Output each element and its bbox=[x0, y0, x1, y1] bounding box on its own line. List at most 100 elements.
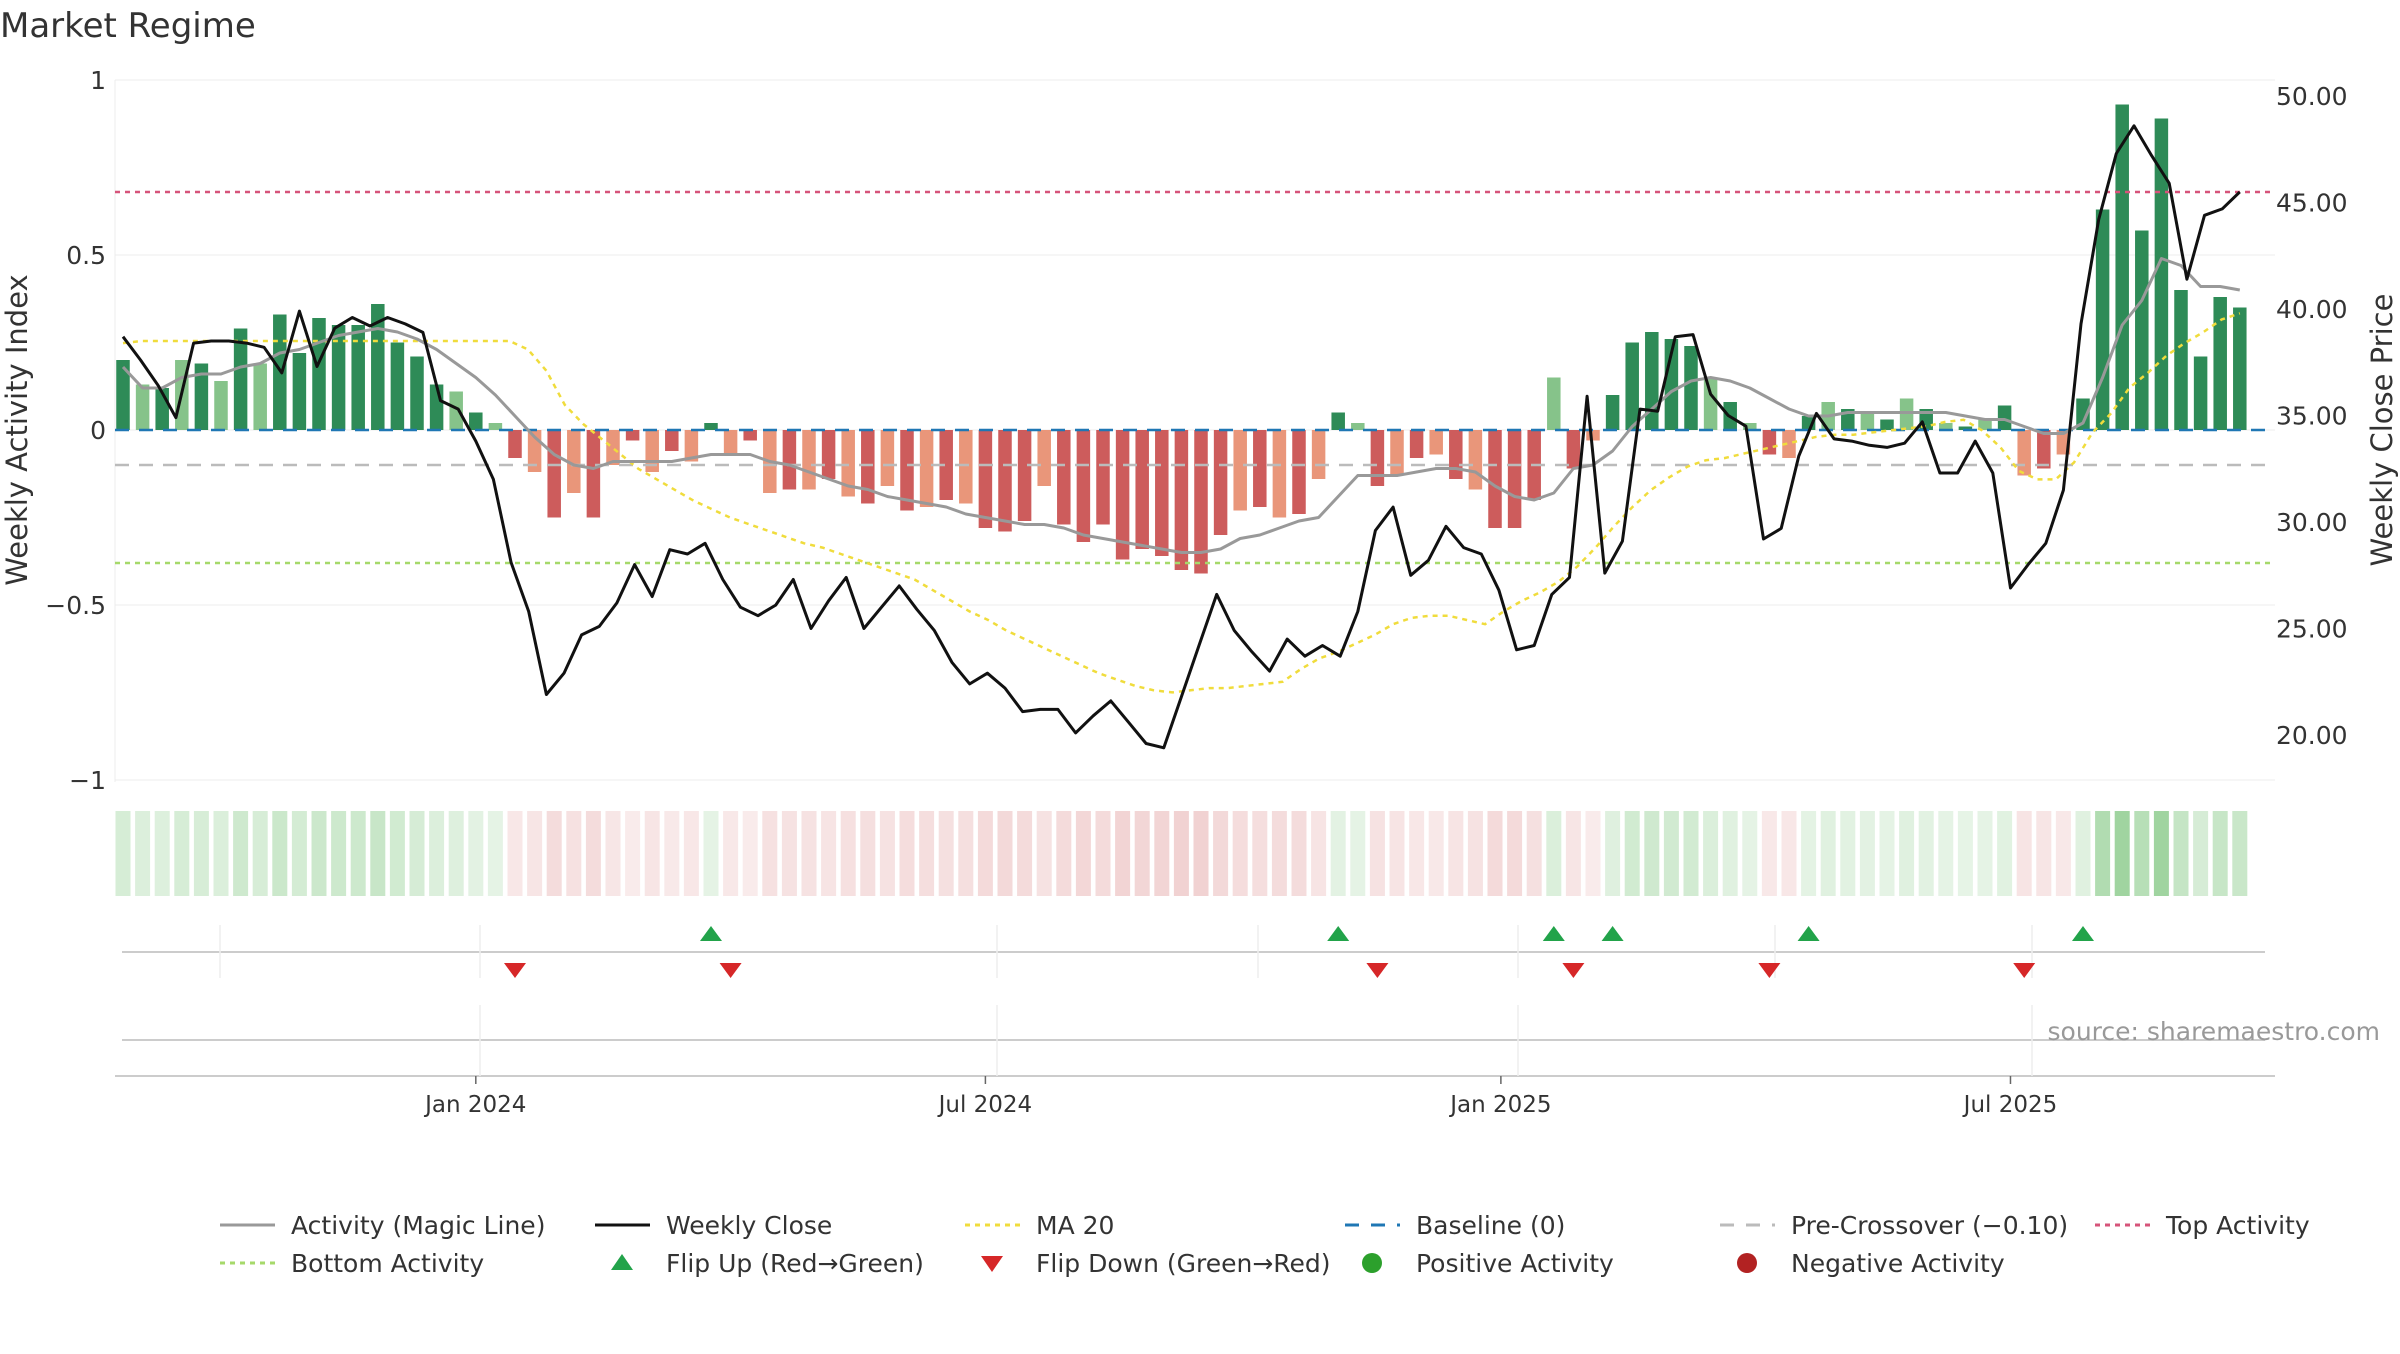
activity-bar bbox=[2095, 209, 2110, 430]
activity-bar bbox=[959, 430, 973, 504]
activity-bar bbox=[1390, 430, 1404, 476]
heat-strip-cell bbox=[723, 811, 739, 896]
heat-strip-cell bbox=[1350, 811, 1366, 896]
heat-strip-cell bbox=[174, 811, 190, 896]
heat-strip-cell bbox=[1487, 811, 1503, 896]
y-right-tick-label: 35.00 bbox=[2276, 402, 2348, 431]
heat-strip-cell bbox=[1585, 811, 1601, 896]
activity-bar bbox=[1115, 430, 1130, 560]
heat-strip-cell bbox=[1193, 811, 1209, 896]
flip-up-marker bbox=[1601, 926, 1624, 941]
heat-strip-cell bbox=[2173, 811, 2189, 896]
heat-strip-cell bbox=[291, 811, 307, 896]
heat-strip-cell bbox=[1213, 811, 1229, 896]
legend-label: Top Activity bbox=[2165, 1211, 2310, 1240]
x-tick-label: Jul 2024 bbox=[937, 1092, 1033, 1118]
activity-bar bbox=[684, 430, 699, 462]
heat-strip-cell bbox=[468, 811, 484, 896]
heat-strip-cell bbox=[1840, 811, 1856, 896]
heat-strip-cell bbox=[1448, 811, 1464, 896]
activity-bar bbox=[253, 363, 267, 430]
activity-bar bbox=[1703, 377, 1718, 430]
heat-strip-cell bbox=[1409, 811, 1425, 896]
activity-bar bbox=[194, 363, 209, 430]
heat-strip-cell bbox=[1997, 811, 2013, 896]
activity-bar bbox=[625, 430, 640, 441]
heat-strip-cell bbox=[1624, 811, 1640, 896]
activity-bar bbox=[939, 430, 953, 500]
activity-bar bbox=[2076, 398, 2090, 430]
heat-strip-cell bbox=[742, 811, 758, 896]
heat-strip-cell bbox=[1271, 811, 1287, 896]
heat-strip-cell bbox=[1526, 811, 1542, 896]
activity-bar bbox=[2213, 297, 2227, 430]
heat-strip-cell bbox=[2095, 811, 2111, 896]
heat-strip-cell bbox=[233, 811, 249, 896]
ma20-line bbox=[122, 312, 2241, 694]
activity-bar bbox=[919, 430, 934, 507]
chart-title: Market Regime bbox=[0, 6, 256, 46]
heat-strip-cell bbox=[938, 811, 954, 896]
activity-bar bbox=[312, 318, 326, 430]
heat-strip-cell bbox=[2232, 811, 2248, 896]
heat-strip-cell bbox=[1232, 811, 1248, 896]
activity-bar bbox=[1272, 430, 1287, 518]
heat-strip-cell bbox=[762, 811, 778, 896]
heat-strip-cell bbox=[1389, 811, 1405, 896]
activity-bar bbox=[1370, 430, 1385, 486]
activity-bar bbox=[861, 430, 875, 504]
activity-bar bbox=[978, 430, 993, 528]
heat-strip-cell bbox=[2036, 811, 2052, 896]
activity-bar bbox=[821, 430, 836, 479]
y-axis-label-right: Weekly Close Price bbox=[2365, 294, 2399, 567]
heat-strip-cell bbox=[1938, 811, 1954, 896]
heat-strip-cell bbox=[135, 811, 151, 896]
heat-strip-cell bbox=[1820, 811, 1836, 896]
heat-strip-cell bbox=[958, 811, 974, 896]
heat-strip-cell bbox=[193, 811, 209, 896]
activity-bar bbox=[1997, 405, 2012, 430]
legend-label: Flip Up (Red→Green) bbox=[666, 1249, 924, 1278]
activity-bar bbox=[880, 430, 895, 486]
activity-bar bbox=[508, 430, 522, 458]
flip-down-marker bbox=[1758, 963, 1781, 978]
heat-strip-cell bbox=[585, 811, 601, 896]
heat-strip-cell bbox=[487, 811, 503, 896]
activity-bar bbox=[2154, 118, 2169, 430]
flip-up-marker bbox=[700, 926, 722, 941]
legend-label: Weekly Close bbox=[666, 1211, 832, 1240]
heat-strip-cell bbox=[1722, 811, 1738, 896]
activity-bar bbox=[1076, 430, 1091, 542]
heat-strip-cell bbox=[664, 811, 680, 896]
activity-bar bbox=[1351, 423, 1365, 430]
heat-strip-cell bbox=[997, 811, 1013, 896]
heat-strip-cell bbox=[1957, 811, 1973, 896]
heat-strip-cell bbox=[448, 811, 464, 896]
y-right-tick-label: 45.00 bbox=[2276, 189, 2348, 218]
activity-bar bbox=[1135, 430, 1149, 549]
heat-strip-cell bbox=[644, 811, 660, 896]
activity-bar bbox=[214, 381, 228, 430]
legend-label: Positive Activity bbox=[1416, 1249, 1614, 1278]
heat-strip-cell bbox=[507, 811, 523, 896]
y-left-tick-label: 1 bbox=[90, 66, 106, 95]
activity-bar bbox=[547, 430, 561, 518]
activity-bar bbox=[1037, 430, 1051, 486]
activity-bar bbox=[2174, 290, 2188, 430]
heat-strip-cell bbox=[2055, 811, 2071, 896]
heat-strip-cell bbox=[213, 811, 229, 896]
legend-label: Flip Down (Green→Red) bbox=[1036, 1249, 1331, 1278]
heat-strip-cell bbox=[1036, 811, 1052, 896]
activity-bar bbox=[351, 325, 365, 430]
activity-bar bbox=[998, 430, 1012, 532]
legend-swatch bbox=[1362, 1253, 1382, 1273]
legend-label: Activity (Magic Line) bbox=[291, 1211, 545, 1240]
activity-bar bbox=[371, 304, 385, 430]
flip-down-marker bbox=[719, 963, 742, 978]
y-axis-label-left: Weekly Activity Index bbox=[0, 274, 34, 585]
y-left-tick-label: 0 bbox=[90, 416, 106, 445]
heat-strip-cell bbox=[977, 811, 993, 896]
heat-strip-cell bbox=[2153, 811, 2169, 896]
